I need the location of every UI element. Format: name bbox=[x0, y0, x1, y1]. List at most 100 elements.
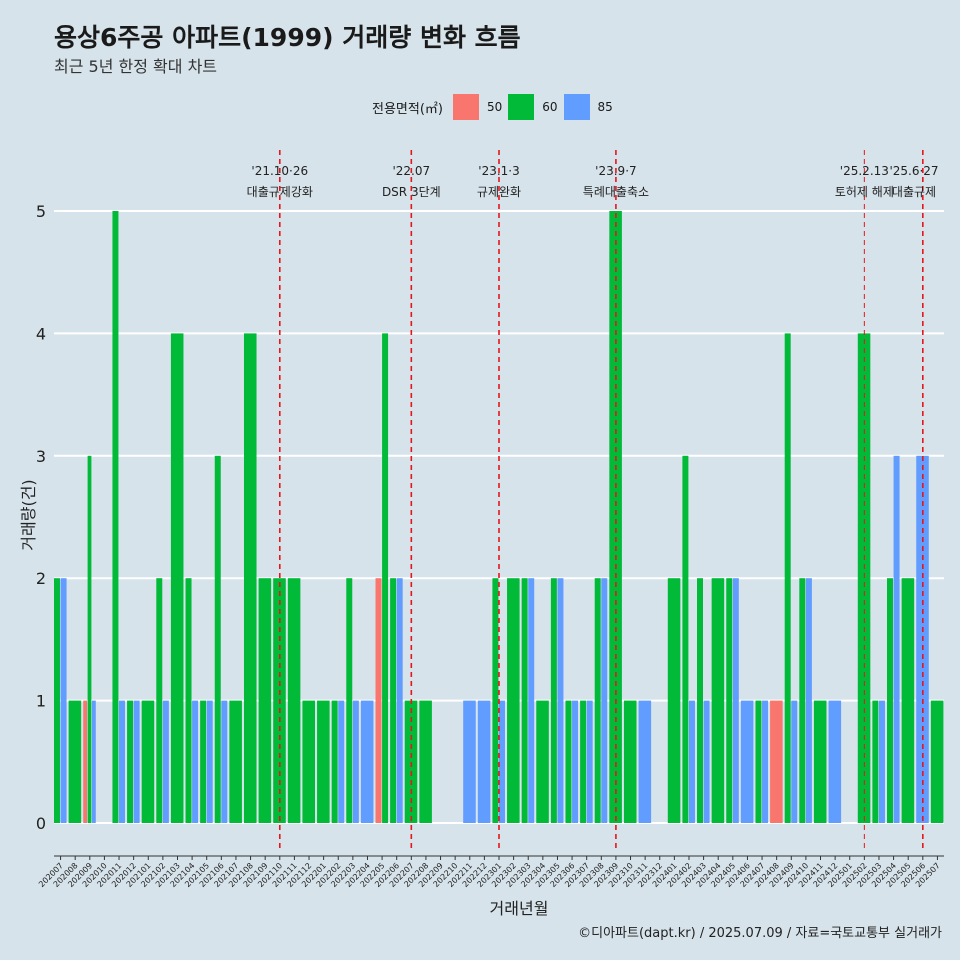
bar-202503-60 bbox=[872, 700, 879, 823]
bar-202404-60 bbox=[711, 578, 725, 823]
bar-202409-85 bbox=[791, 700, 798, 823]
bar-202107-60 bbox=[229, 700, 242, 823]
bar-202009-50 bbox=[83, 700, 88, 823]
bar-202405-85 bbox=[732, 578, 739, 823]
bar-202308-60 bbox=[594, 578, 601, 823]
legend-title: 전용면적(㎡) bbox=[372, 101, 443, 117]
y-axis-title: 거래량(건) bbox=[19, 479, 38, 550]
legend-item-60: 60 bbox=[508, 94, 558, 120]
bar-202411-60 bbox=[813, 700, 827, 823]
bar-202308-85 bbox=[601, 578, 608, 823]
bar-202504-60 bbox=[887, 578, 893, 823]
bar-202205-60 bbox=[382, 333, 389, 823]
legend-swatch-85 bbox=[563, 94, 590, 120]
event-date-label: '23.1·3 bbox=[478, 164, 519, 178]
bar-202409-60 bbox=[784, 333, 791, 823]
bar-202407-85 bbox=[762, 700, 769, 823]
bar-202206-85 bbox=[396, 578, 403, 823]
bar-202011-60 bbox=[112, 211, 119, 823]
legend-label-85: 85 bbox=[597, 100, 613, 114]
event-date-label: '25.2.13 bbox=[840, 164, 889, 178]
bar-202504-85 bbox=[893, 455, 900, 823]
bar-202211-85 bbox=[463, 700, 476, 823]
bar-202205-50 bbox=[375, 578, 382, 823]
bar-202412-85 bbox=[828, 700, 842, 823]
legend: 전용면적(㎡) 50 60 85 bbox=[372, 93, 619, 121]
bar-202309-60 bbox=[609, 211, 622, 823]
bar-202012-60 bbox=[127, 700, 134, 823]
bar-202202-85 bbox=[338, 700, 345, 823]
bar-202503-85 bbox=[878, 700, 885, 823]
bar-202104-60 bbox=[185, 578, 192, 823]
bar-202009-85 bbox=[92, 700, 96, 823]
legend-item-50: 50 bbox=[452, 94, 503, 120]
event-date-label: '22.07 bbox=[392, 164, 430, 178]
bar-202009-60 bbox=[87, 455, 92, 823]
bar-202403-60 bbox=[697, 578, 703, 823]
legend-item-85: 85 bbox=[563, 94, 613, 120]
event-name-label: DSR 3단계 bbox=[382, 185, 441, 199]
bar-202105-60 bbox=[200, 700, 207, 823]
y-tick-label: 2 bbox=[36, 569, 46, 588]
bar-202007-60 bbox=[54, 578, 60, 823]
x-axis-title: 거래년월 bbox=[490, 899, 549, 918]
event-date-label: '23.9·7 bbox=[595, 164, 636, 178]
bar-202302-60 bbox=[507, 578, 520, 823]
chart-title: 용상6주공 아파트(1999) 거래량 변화 흐름 bbox=[54, 23, 521, 52]
bar-202103-60 bbox=[170, 333, 184, 823]
bar-202401-60 bbox=[667, 578, 681, 823]
y-tick-label: 0 bbox=[36, 814, 46, 833]
bar-202305-60 bbox=[550, 578, 557, 823]
bar-202310-60 bbox=[623, 700, 637, 823]
bar-202203-60 bbox=[346, 578, 353, 823]
bar-202104-85 bbox=[192, 700, 199, 823]
bar-202301-60 bbox=[492, 578, 499, 823]
bar-202007-85 bbox=[60, 578, 67, 823]
event-name-label: 토허제 해제 bbox=[835, 185, 894, 199]
bar-202502-60 bbox=[857, 333, 871, 823]
bar-202505-60 bbox=[901, 578, 915, 823]
y-tick-label: 3 bbox=[36, 447, 46, 466]
bar-202402-60 bbox=[682, 455, 689, 823]
event-name-label: 특례대출축소 bbox=[583, 185, 649, 199]
bar-202303-60 bbox=[521, 578, 528, 823]
event-name-label: 규제완화 bbox=[477, 185, 521, 199]
bar-202407-60 bbox=[755, 700, 762, 823]
bar-202405-60 bbox=[726, 578, 733, 823]
bar-202307-85 bbox=[586, 700, 593, 823]
bar-202102-85 bbox=[162, 700, 169, 823]
bar-202102-60 bbox=[156, 578, 163, 823]
y-tick-label: 4 bbox=[36, 324, 46, 343]
bar-202108-60 bbox=[243, 333, 257, 823]
source-caption: ©디아파트(dapt.kr) / 2025.07.09 / 자료=국토교통부 실… bbox=[578, 926, 942, 941]
bar-202410-85 bbox=[805, 578, 812, 823]
bar-202106-60 bbox=[214, 455, 221, 823]
event-name-label: 대출규제강화 bbox=[247, 185, 313, 199]
bar-202208-60 bbox=[419, 700, 432, 823]
legend-label-50: 50 bbox=[486, 100, 503, 114]
bar-202406-85 bbox=[740, 700, 754, 823]
event-name-label: 대출규제 bbox=[892, 185, 936, 199]
bar-202202-60 bbox=[331, 700, 338, 823]
bar-202207-60 bbox=[404, 700, 418, 823]
legend-label-60: 60 bbox=[542, 100, 558, 114]
bar-202204-85 bbox=[360, 700, 374, 823]
bar-202101-60 bbox=[141, 700, 155, 823]
bar-202201-60 bbox=[317, 700, 330, 823]
y-tick-label: 1 bbox=[36, 692, 46, 711]
event-date-label: '21.10·26 bbox=[251, 164, 308, 178]
bar-202403-85 bbox=[703, 700, 710, 823]
bar-202304-60 bbox=[536, 700, 549, 823]
bar-202408-50 bbox=[770, 700, 783, 823]
bar-202311-85 bbox=[638, 700, 652, 823]
y-tick-label: 5 bbox=[36, 202, 46, 221]
bar-202012-85 bbox=[133, 700, 140, 823]
bar-202008-60 bbox=[68, 700, 82, 823]
bar-202011-85 bbox=[119, 700, 126, 823]
chart-subtitle: 최근 5년 한정 확대 차트 bbox=[54, 57, 218, 76]
bar-202109-60 bbox=[258, 578, 272, 823]
bar-202307-60 bbox=[580, 700, 587, 823]
event-date-label: '25.6·27 bbox=[889, 164, 938, 178]
